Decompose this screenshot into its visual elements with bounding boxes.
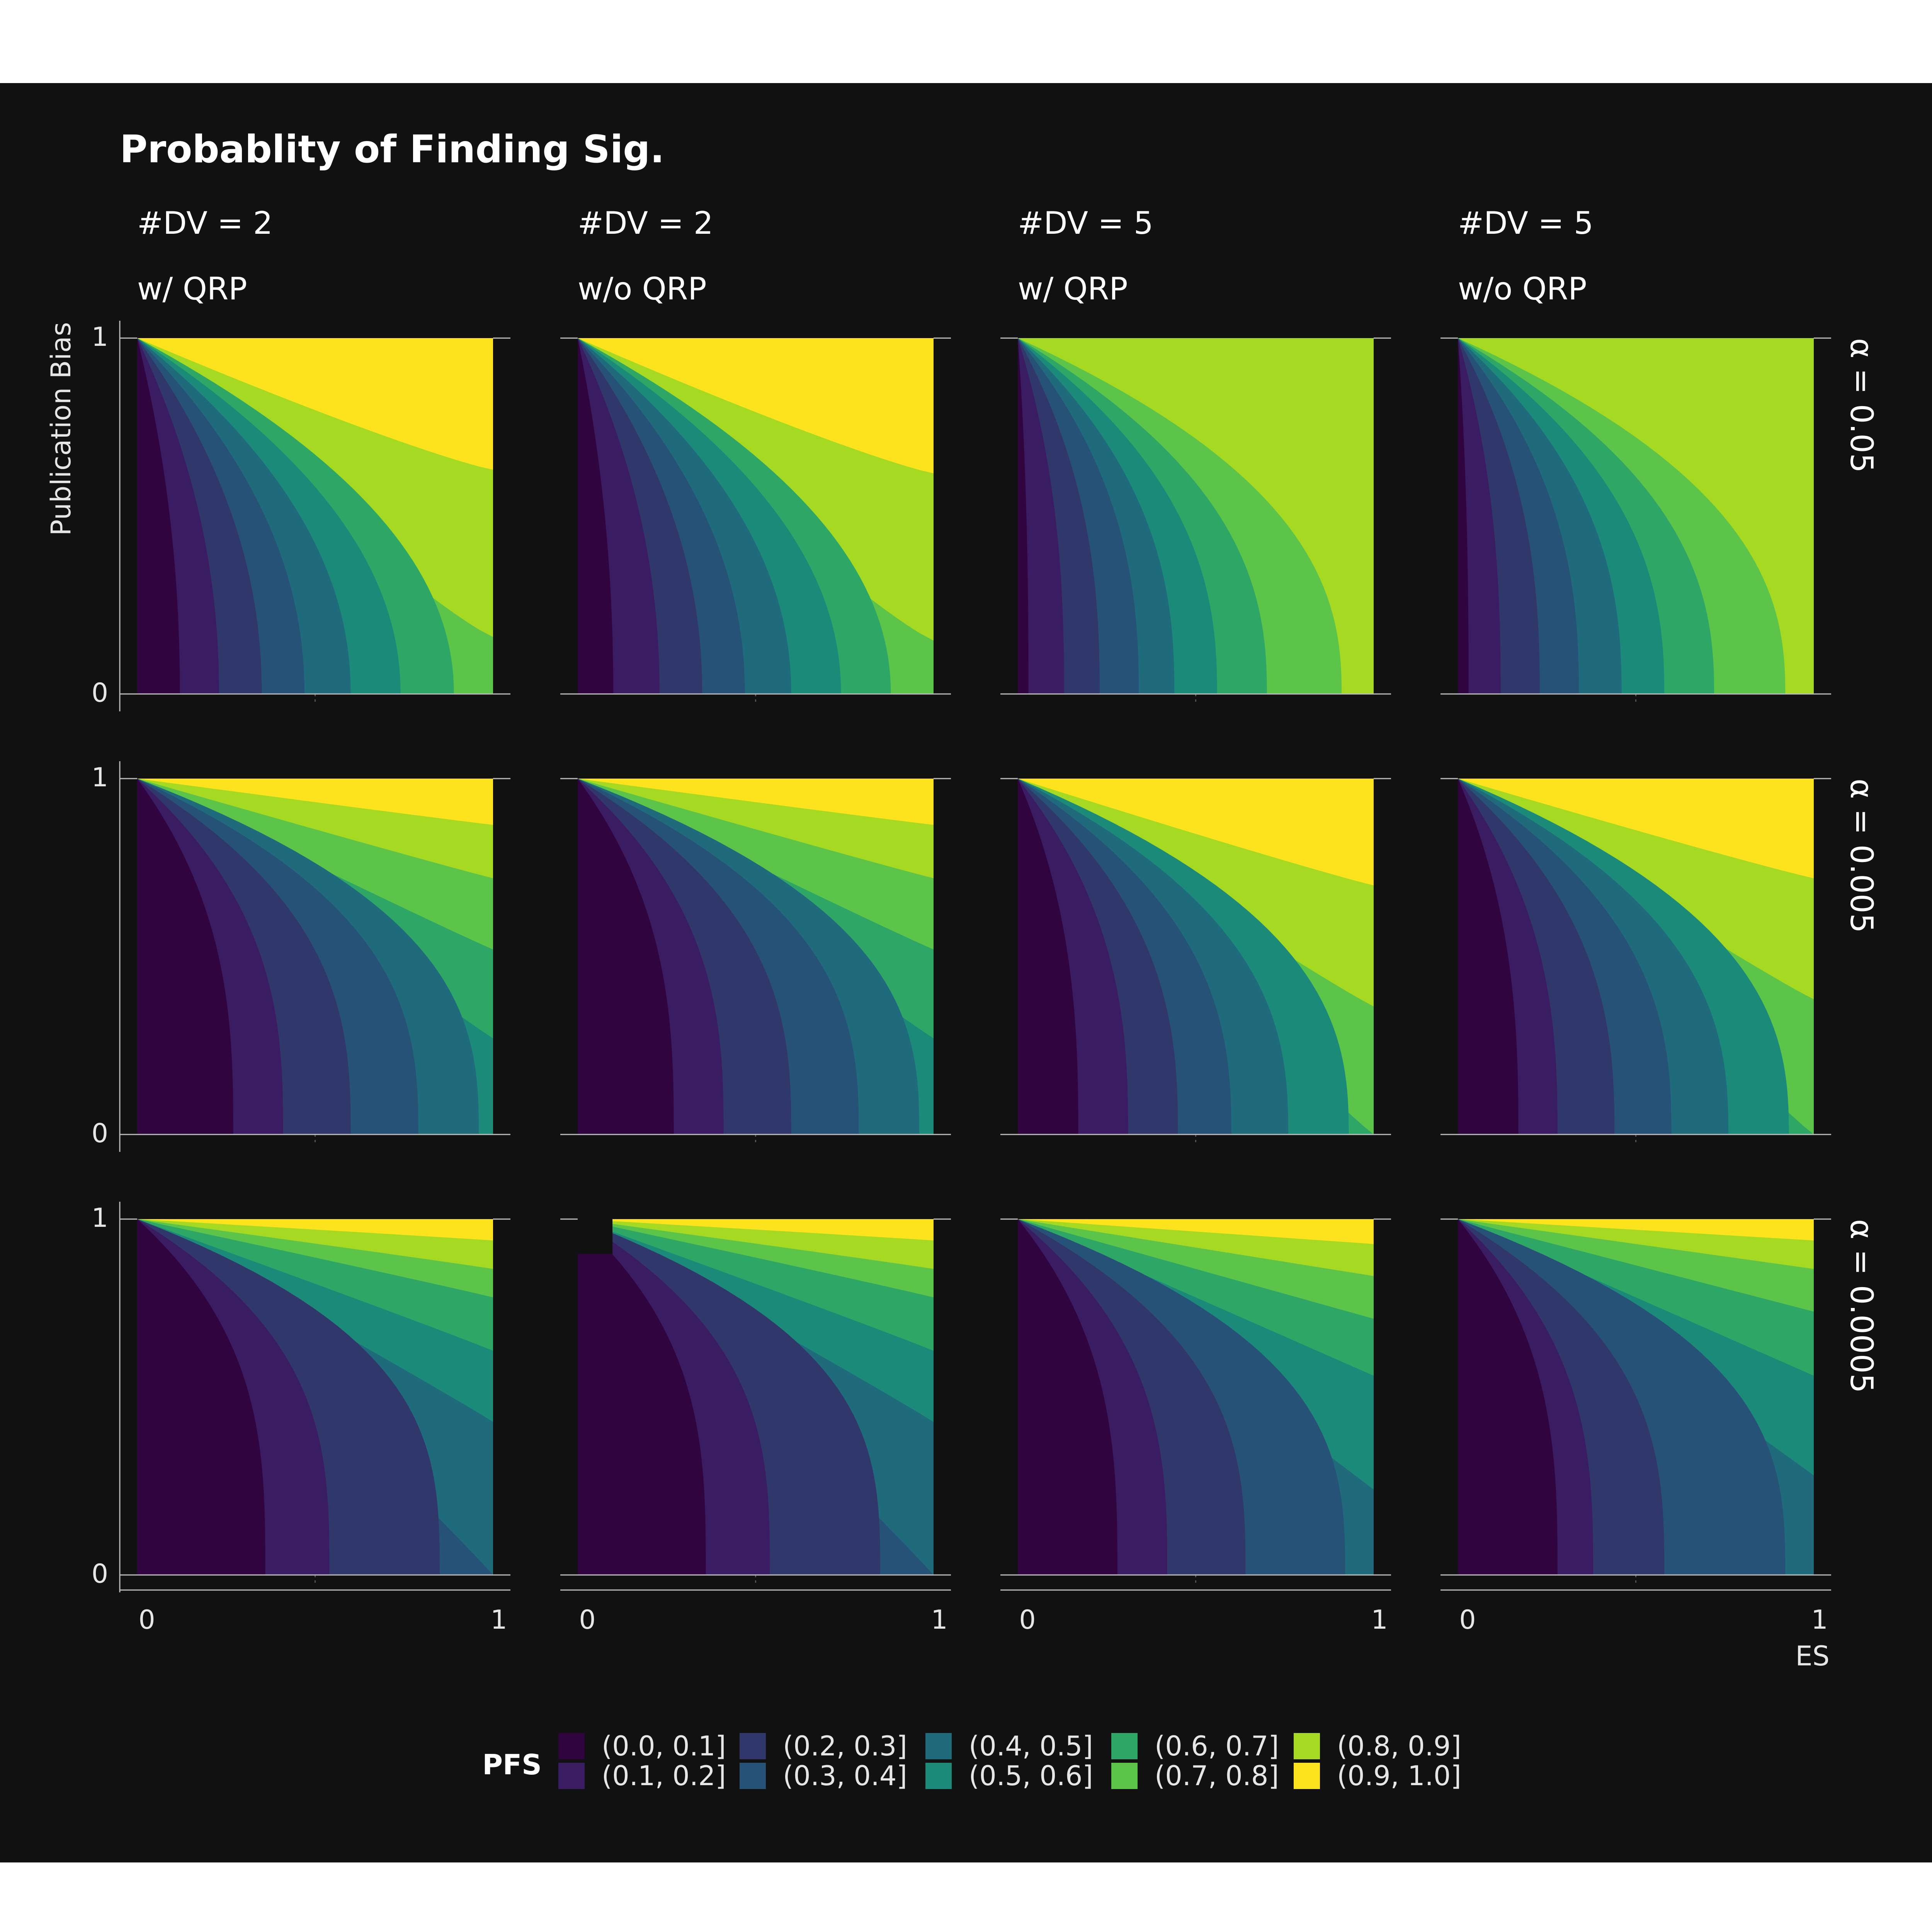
panels-layer bbox=[137, 338, 1814, 1583]
panel-2-3 bbox=[1458, 1219, 1814, 1583]
legend-swatch bbox=[1294, 1763, 1320, 1789]
panel-2-1 bbox=[577, 1218, 934, 1583]
legend-swatch bbox=[1294, 1733, 1320, 1759]
legend-label: (0.2, 0.3] bbox=[783, 1730, 907, 1762]
y-tick-label: 1 bbox=[92, 762, 108, 793]
contour-band-0 bbox=[137, 1219, 265, 1575]
contour-band-0 bbox=[578, 1219, 706, 1575]
panel-0-2 bbox=[1018, 338, 1374, 702]
legend-label: (0.1, 0.2] bbox=[602, 1760, 726, 1792]
legend-swatch bbox=[1111, 1733, 1138, 1759]
panel-1-2 bbox=[1018, 779, 1374, 1142]
y-axis-label: Publication Bias bbox=[45, 322, 77, 536]
legend-swatch bbox=[925, 1733, 952, 1759]
column-strip-dv: #DV = 5 bbox=[1458, 205, 1594, 241]
y-tick-label: 0 bbox=[92, 1118, 108, 1149]
column-strip-dv: #DV = 2 bbox=[137, 205, 273, 241]
contour-band-0 bbox=[578, 338, 614, 694]
y-tick-label: 0 bbox=[92, 678, 108, 708]
x-tick-label: 1 bbox=[1811, 1605, 1828, 1635]
row-strip-alpha: α = 0.005 bbox=[1844, 779, 1879, 933]
x-tick-label: 1 bbox=[490, 1605, 507, 1635]
legend-label: (0.4, 0.5] bbox=[969, 1730, 1093, 1762]
panel-1-1 bbox=[578, 779, 934, 1142]
legend: PFS (0.0, 0.1](0.1, 0.2] (0.2, 0.3](0.3, … bbox=[482, 1730, 1461, 1792]
column-strip-qrp: w/o QRP bbox=[578, 271, 707, 307]
legend-label: (0.7, 0.8] bbox=[1155, 1760, 1279, 1792]
legend-label: (0.3, 0.4] bbox=[783, 1760, 907, 1792]
legend-swatch bbox=[925, 1763, 952, 1789]
x-tick-label: 0 bbox=[1019, 1605, 1036, 1635]
missing-region bbox=[577, 1218, 613, 1254]
panel-0-0 bbox=[137, 338, 493, 702]
column-strip-dv: #DV = 2 bbox=[578, 205, 713, 241]
panel-2-2 bbox=[1018, 1219, 1374, 1583]
x-tick-label: 1 bbox=[1371, 1605, 1388, 1635]
legend-label: (0.6, 0.7] bbox=[1155, 1730, 1279, 1762]
contour-band-0 bbox=[1458, 779, 1519, 1134]
row-strip-alpha: α = 0.05 bbox=[1844, 338, 1879, 473]
contour-band-0 bbox=[137, 338, 180, 694]
legend-label: (0.9, 1.0] bbox=[1337, 1760, 1461, 1792]
legend-label: (0.0, 0.1] bbox=[602, 1730, 726, 1762]
legend-items: (0.0, 0.1](0.1, 0.2] (0.2, 0.3](0.3, 0.4]… bbox=[558, 1730, 1461, 1792]
panel-1-3 bbox=[1458, 779, 1814, 1142]
x-tick-label: 1 bbox=[931, 1605, 947, 1635]
column-strip-qrp: w/o QRP bbox=[1458, 271, 1587, 307]
strip-labels-layer: #DV = 2 w/ QRP #DV = 2 w/o QRP #DV = 5 w/ QRP… bbox=[137, 205, 1879, 1393]
contour-band-0 bbox=[1458, 1219, 1558, 1575]
contour-band-0 bbox=[578, 779, 674, 1134]
x-tick-label: 0 bbox=[1459, 1605, 1476, 1635]
panel-2-0 bbox=[137, 1219, 493, 1583]
legend-swatch bbox=[558, 1733, 585, 1759]
contour-band-1 bbox=[1018, 338, 1064, 694]
contour-band-0 bbox=[1018, 338, 1029, 694]
legend-label: (0.5, 0.6] bbox=[969, 1760, 1093, 1792]
y-tick-label: 0 bbox=[92, 1559, 108, 1589]
legend-swatch bbox=[1111, 1763, 1138, 1789]
x-tick-label: 0 bbox=[138, 1605, 155, 1635]
legend-title: PFS bbox=[482, 1748, 542, 1781]
column-strip-qrp: w/ QRP bbox=[137, 271, 247, 307]
panel-0-3 bbox=[1458, 338, 1814, 702]
row-strip-alpha: α = 0.0005 bbox=[1844, 1219, 1879, 1393]
x-axis-label: ES bbox=[1795, 1640, 1830, 1672]
contour-band-0 bbox=[1458, 338, 1469, 694]
contour-band-0 bbox=[1018, 779, 1078, 1134]
panel-1-0 bbox=[137, 779, 493, 1142]
column-strip-qrp: w/ QRP bbox=[1018, 271, 1128, 307]
contour-band-0 bbox=[137, 779, 233, 1134]
x-tick-label: 0 bbox=[579, 1605, 595, 1635]
legend-swatch bbox=[740, 1763, 766, 1789]
contour-band-1 bbox=[1458, 338, 1501, 694]
legend-swatch bbox=[558, 1763, 585, 1789]
panel-0-1 bbox=[578, 338, 934, 702]
column-strip-dv: #DV = 5 bbox=[1018, 205, 1153, 241]
chart-title: Probablity of Finding Sig. bbox=[120, 128, 665, 172]
legend-swatch bbox=[740, 1733, 766, 1759]
legend-label: (0.8, 0.9] bbox=[1337, 1730, 1461, 1762]
y-tick-label: 1 bbox=[92, 1203, 108, 1233]
y-tick-label: 1 bbox=[92, 322, 108, 352]
contour-band-0 bbox=[1018, 1219, 1117, 1575]
